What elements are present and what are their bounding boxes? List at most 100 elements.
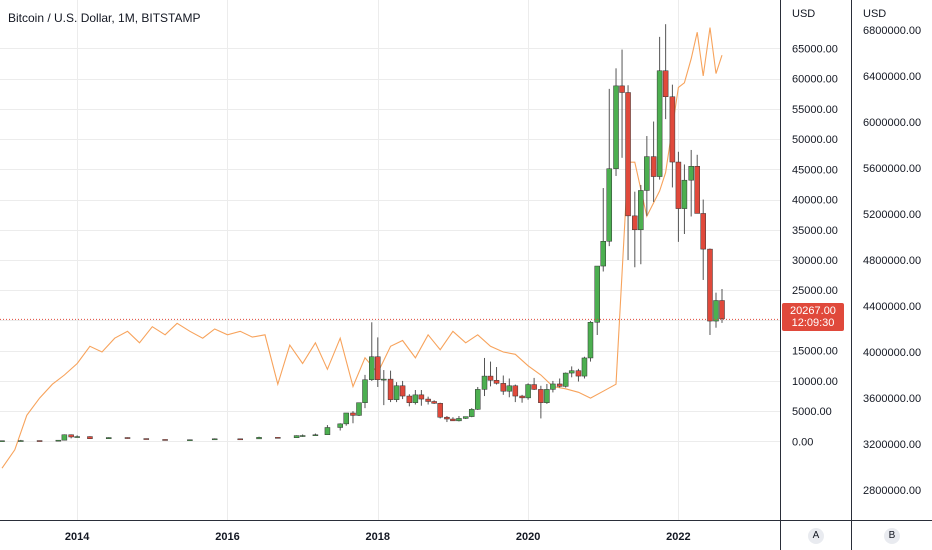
candle: [613, 85, 619, 169]
candle: [211, 438, 218, 441]
candle: [369, 356, 375, 380]
candle: [688, 166, 694, 181]
candle: [481, 375, 488, 390]
candle: [700, 213, 706, 250]
price-tick-label: 60000.00: [792, 74, 838, 86]
price-tick-label: 3600000.00: [863, 393, 921, 405]
candle: [650, 156, 657, 177]
last-price-value: 20267.00: [790, 305, 836, 317]
candle: [493, 380, 500, 384]
price-tick-label: 35000.00: [792, 225, 838, 237]
candle: [594, 265, 600, 323]
axis-a-toggle-button[interactable]: A: [808, 528, 824, 544]
price-tick-label: 2800000.00: [863, 485, 921, 497]
candle: [675, 161, 682, 209]
price-tick-label: 6800000.00: [863, 25, 921, 37]
candle: [237, 438, 243, 441]
candle: [187, 439, 193, 441]
price-tick-label: 5200000.00: [863, 209, 921, 221]
candle: [632, 215, 638, 231]
grid: [0, 0, 780, 520]
candle: [707, 248, 713, 322]
candle: [506, 385, 513, 392]
price-tick-label: 4800000.00: [863, 255, 921, 267]
candle: [444, 416, 450, 420]
chart-title: Bitcoin / U.S. Dollar, 1M, BITSTAMP: [8, 11, 201, 25]
candle: [399, 385, 406, 397]
candle: [105, 437, 112, 439]
price-tick-label: 40000.00: [792, 195, 838, 207]
candle: [587, 322, 594, 359]
time-tick-label: 2022: [666, 531, 690, 543]
candle: [87, 436, 93, 439]
price-tick-label: 25000.00: [792, 285, 838, 297]
candle: [55, 439, 62, 442]
candle: [418, 394, 425, 400]
price-tick-label: 4400000.00: [863, 301, 921, 313]
candle: [669, 96, 676, 163]
bar-countdown: 12:09:30: [791, 317, 835, 329]
price-tick-label: 6000000.00: [863, 117, 921, 129]
candle: [61, 434, 68, 441]
price-tick-label: 3200000.00: [863, 439, 921, 451]
candle: [694, 166, 700, 214]
candle: [299, 435, 306, 437]
candle: [575, 370, 582, 377]
candle: [18, 440, 24, 442]
price-tick-label: 45000.00: [792, 164, 838, 176]
price-tick-label: 65000.00: [792, 43, 838, 55]
candle: [312, 434, 319, 436]
candle: [538, 389, 544, 403]
time-tick-label: 2014: [65, 531, 90, 543]
candle: [550, 383, 556, 390]
candle: [431, 401, 437, 404]
candle: [662, 70, 669, 97]
candle: [406, 395, 413, 403]
price-tick-label: 5000.00: [792, 406, 832, 418]
last-price-tag: 20267.00 12:09:30: [782, 303, 844, 331]
axis-a-unit: USD: [792, 8, 815, 20]
candle: [474, 389, 481, 410]
candle: [525, 384, 531, 399]
candle: [644, 156, 650, 191]
candle: [162, 439, 168, 441]
time-axis[interactable]: 2014 2016 2018 2020 2022: [65, 531, 691, 543]
time-tick-label: 2016: [215, 531, 239, 543]
candle: [544, 389, 550, 403]
candle: [74, 436, 80, 438]
price-axis-b[interactable]: 2800000.00 3200000.00 3600000.00 4000000.00…: [863, 25, 921, 497]
price-tick-label: 30000.00: [792, 255, 838, 267]
candle: [124, 437, 131, 439]
candle: [437, 403, 443, 418]
time-tick-label: 2020: [516, 531, 540, 543]
candle: [343, 412, 349, 425]
candle: [337, 423, 343, 428]
axis-b-unit: USD: [863, 8, 886, 20]
candle: [462, 416, 469, 419]
time-tick-label: 2018: [366, 531, 390, 543]
price-tick-label: 15000.00: [792, 346, 838, 358]
candle: [293, 435, 300, 438]
candle: [387, 378, 394, 400]
price-axis-a[interactable]: 0.005000.0010000.0015000.0020000.0025000…: [792, 43, 838, 448]
price-tick-label: 55000.00: [792, 104, 838, 116]
price-tick-label: 6400000.00: [863, 71, 921, 83]
candle: [556, 383, 563, 387]
candle: [713, 300, 719, 322]
price-tick-label: 0.00: [792, 436, 813, 448]
axis-b-toggle-button[interactable]: B: [884, 528, 900, 544]
candle: [68, 434, 74, 438]
candle: [512, 385, 519, 397]
candle: [375, 356, 381, 380]
candle: [256, 437, 262, 440]
candle: [393, 385, 400, 400]
candle: [719, 300, 725, 320]
candle: [656, 70, 663, 177]
candle: [600, 241, 607, 267]
price-tick-label: 5600000.00: [863, 163, 921, 175]
candle: [143, 438, 150, 440]
candle: [487, 375, 494, 381]
candle: [531, 384, 537, 390]
candle: [0, 440, 5, 442]
